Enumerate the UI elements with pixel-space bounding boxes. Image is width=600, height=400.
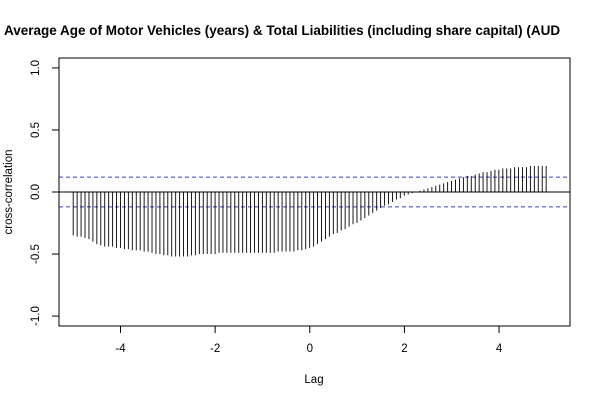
y-axis-label: cross-correlation [3,150,15,235]
chart-title: Average Age of Motor Vehicles (years) & … [4,23,560,38]
y-axis: -1.0 -0.5 0.0 0.5 1.0 [30,60,60,326]
y-tick-label: -0.5 [30,244,42,264]
y-tick-label: 1.0 [30,60,42,76]
correlation-bars [72,165,547,257]
x-tick-label: 4 [496,343,503,355]
x-tick-label: -2 [210,343,220,355]
y-tick-label: 0.0 [30,184,42,200]
y-tick-label: 0.5 [30,122,42,138]
x-axis: -4 -2 0 2 4 [115,325,503,355]
x-tick-label: 0 [307,343,313,355]
x-tick-label: -4 [115,343,126,355]
y-tick-label: -1.0 [30,306,42,326]
x-tick-label: 2 [401,343,407,355]
x-axis-label: Lag [304,374,323,386]
